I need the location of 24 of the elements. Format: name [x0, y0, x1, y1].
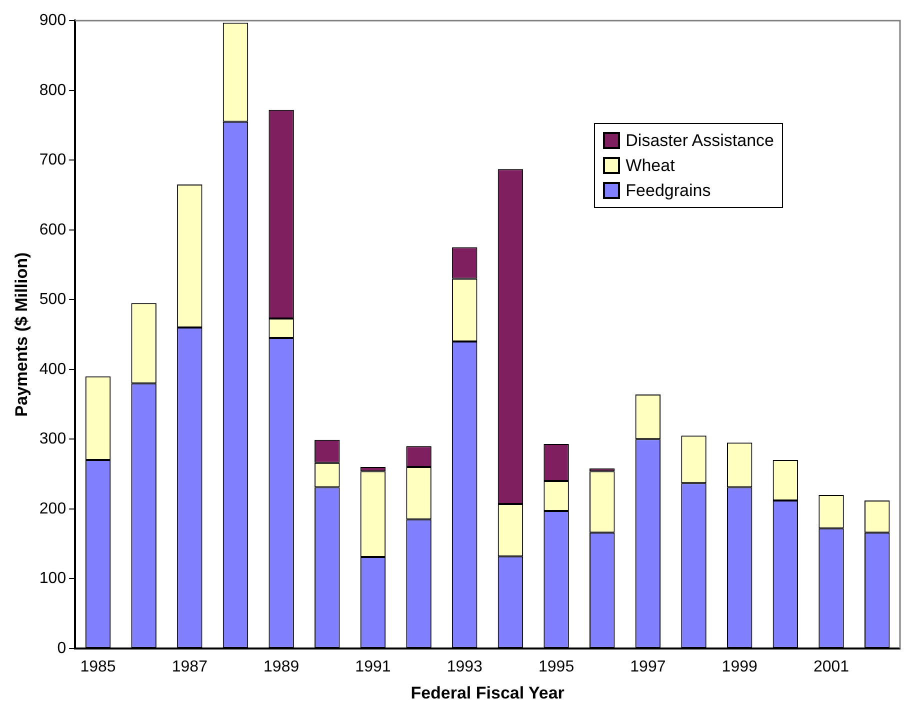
y-tick-label: 600	[39, 221, 66, 238]
x-tick-label: 1991	[355, 658, 391, 676]
x-axis-title: Federal Fiscal Year	[410, 683, 565, 702]
y-tick-label: 100	[39, 570, 66, 588]
x-tick-label: 1997	[630, 658, 666, 676]
y-tick-label: 300	[39, 430, 66, 448]
y-axis-title: Payments ($ Million)	[12, 252, 31, 417]
x-tick-label: 2001	[813, 658, 850, 676]
y-tick-label: 0	[57, 640, 66, 657]
y-tick-label: 200	[39, 500, 66, 518]
x-tick-label: 1995	[538, 658, 574, 676]
x-tick-label: 1999	[722, 658, 758, 676]
y-tick-label: 400	[39, 360, 66, 378]
y-tick-label: 500	[39, 291, 66, 308]
legend-label: Feedgrains	[626, 180, 711, 202]
legend-label: Disaster Assistance	[626, 130, 774, 152]
legend-label: Wheat	[626, 155, 675, 177]
x-tick-label: 1987	[172, 658, 208, 676]
x-tick-label: 1989	[264, 658, 300, 676]
y-tick-label: 800	[39, 82, 66, 99]
x-tick-label: 1985	[80, 658, 116, 676]
x-tick-label: 1993	[446, 658, 483, 676]
y-tick-label: 900	[39, 12, 66, 30]
y-tick-label: 700	[39, 152, 66, 169]
